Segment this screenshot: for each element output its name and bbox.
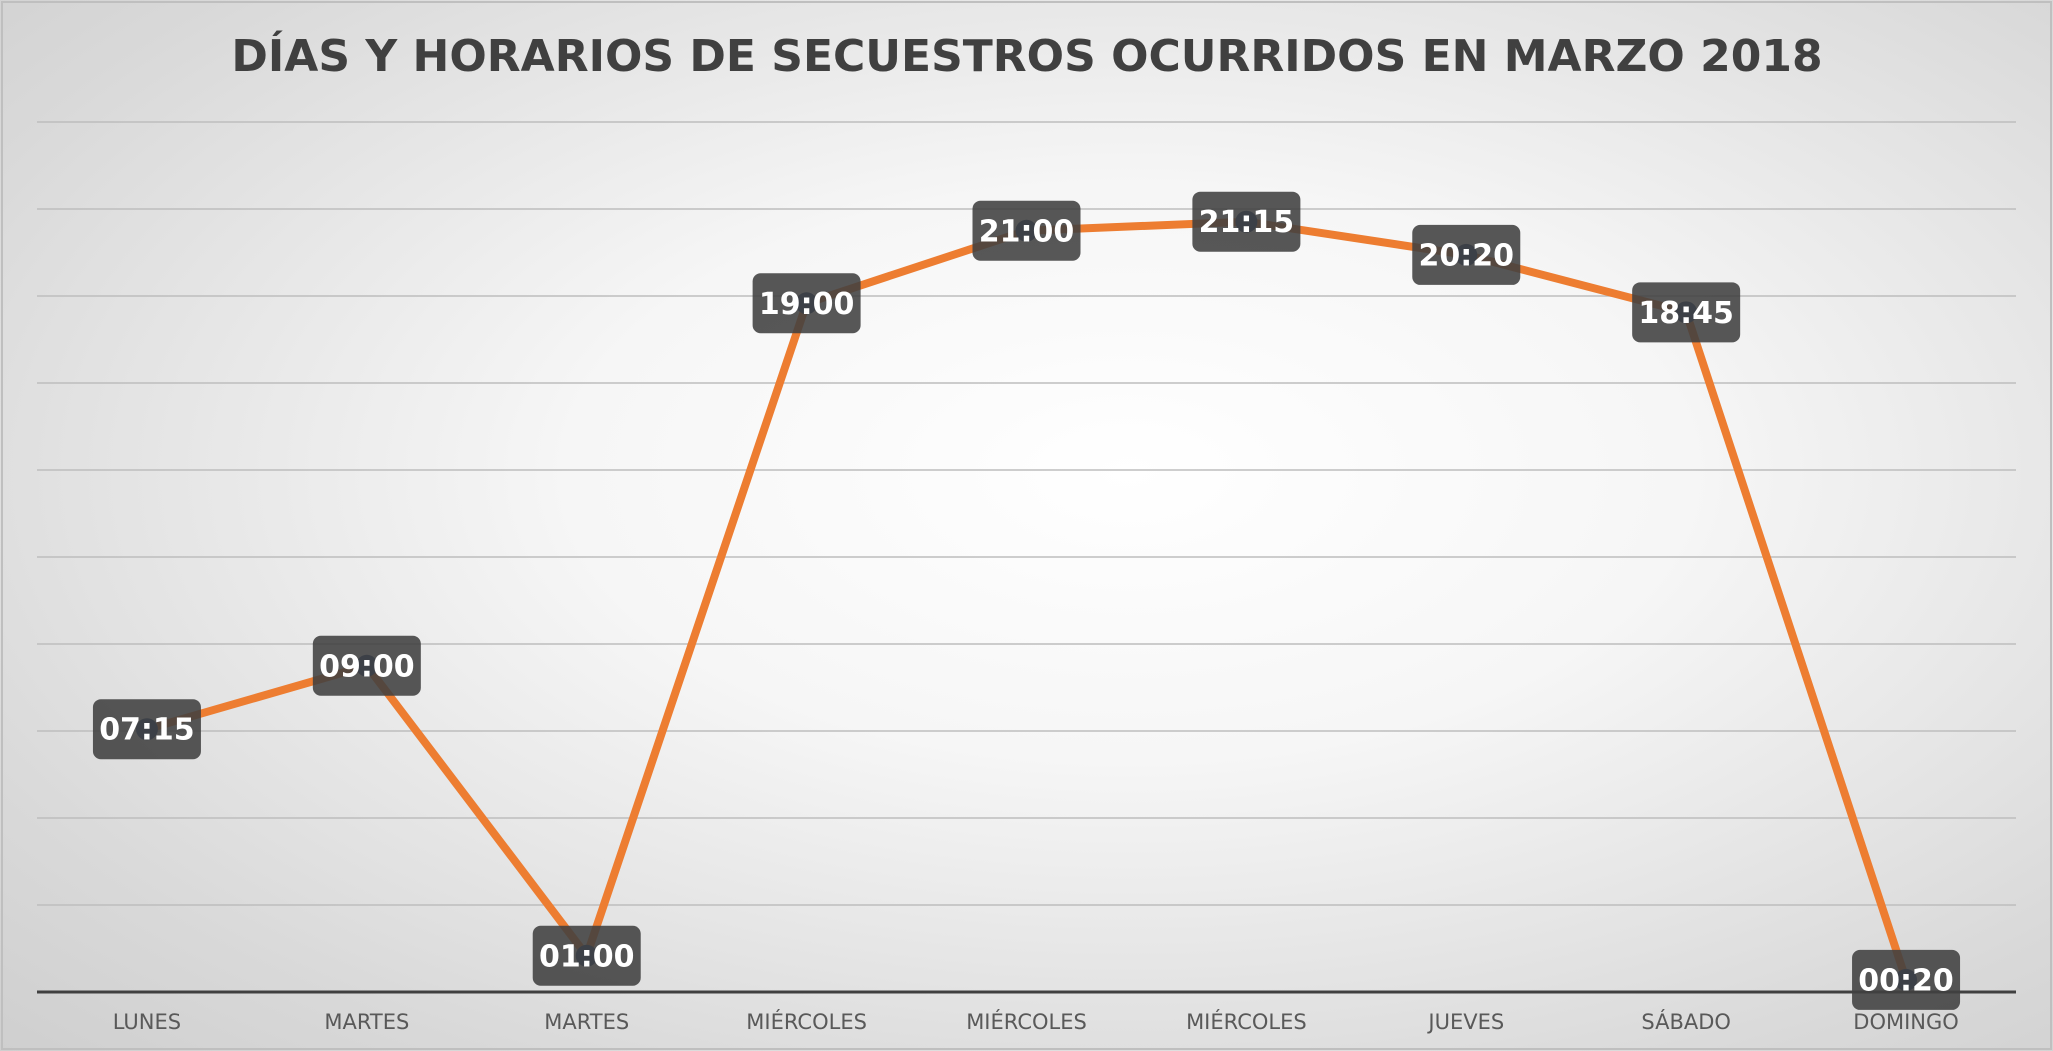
- x-tick-label: DOMINGO: [1853, 1010, 1959, 1034]
- x-tick-label: MIÉRCOLES: [746, 1009, 867, 1034]
- data-label: 01:00: [539, 939, 635, 974]
- data-label-box: [532, 925, 641, 986]
- data-label-box: [972, 200, 1081, 261]
- x-tick-label: MARTES: [324, 1010, 409, 1034]
- data-label: 07:15: [99, 713, 195, 748]
- data-label-box: [1412, 224, 1521, 285]
- x-tick-label: MIÉRCOLES: [1186, 1009, 1307, 1034]
- data-label: 21:15: [1199, 205, 1295, 240]
- data-label: 19:00: [759, 287, 855, 322]
- chart-title: DÍAS Y HORARIOS DE SECUESTROS OCURRIDOS …: [231, 29, 1822, 82]
- x-tick-label: JUEVES: [1426, 1010, 1504, 1034]
- data-label-box: [1632, 282, 1741, 343]
- data-label: 18:45: [1638, 296, 1734, 331]
- x-tick-label: LUNES: [113, 1010, 181, 1034]
- data-label-box: [752, 273, 861, 334]
- data-label: 21:00: [979, 214, 1075, 249]
- data-label-box: [92, 699, 201, 760]
- data-label-box: [1192, 191, 1301, 252]
- x-tick-label: MARTES: [544, 1010, 629, 1034]
- x-tick-label: SÁBADO: [1641, 1009, 1731, 1034]
- data-label: 09:00: [319, 649, 415, 684]
- data-label: 00:20: [1858, 963, 1954, 998]
- x-tick-label: MIÉRCOLES: [966, 1009, 1087, 1034]
- data-label-box: [312, 635, 421, 696]
- data-label: 20:20: [1419, 238, 1515, 273]
- data-label-box: [1852, 949, 1961, 1010]
